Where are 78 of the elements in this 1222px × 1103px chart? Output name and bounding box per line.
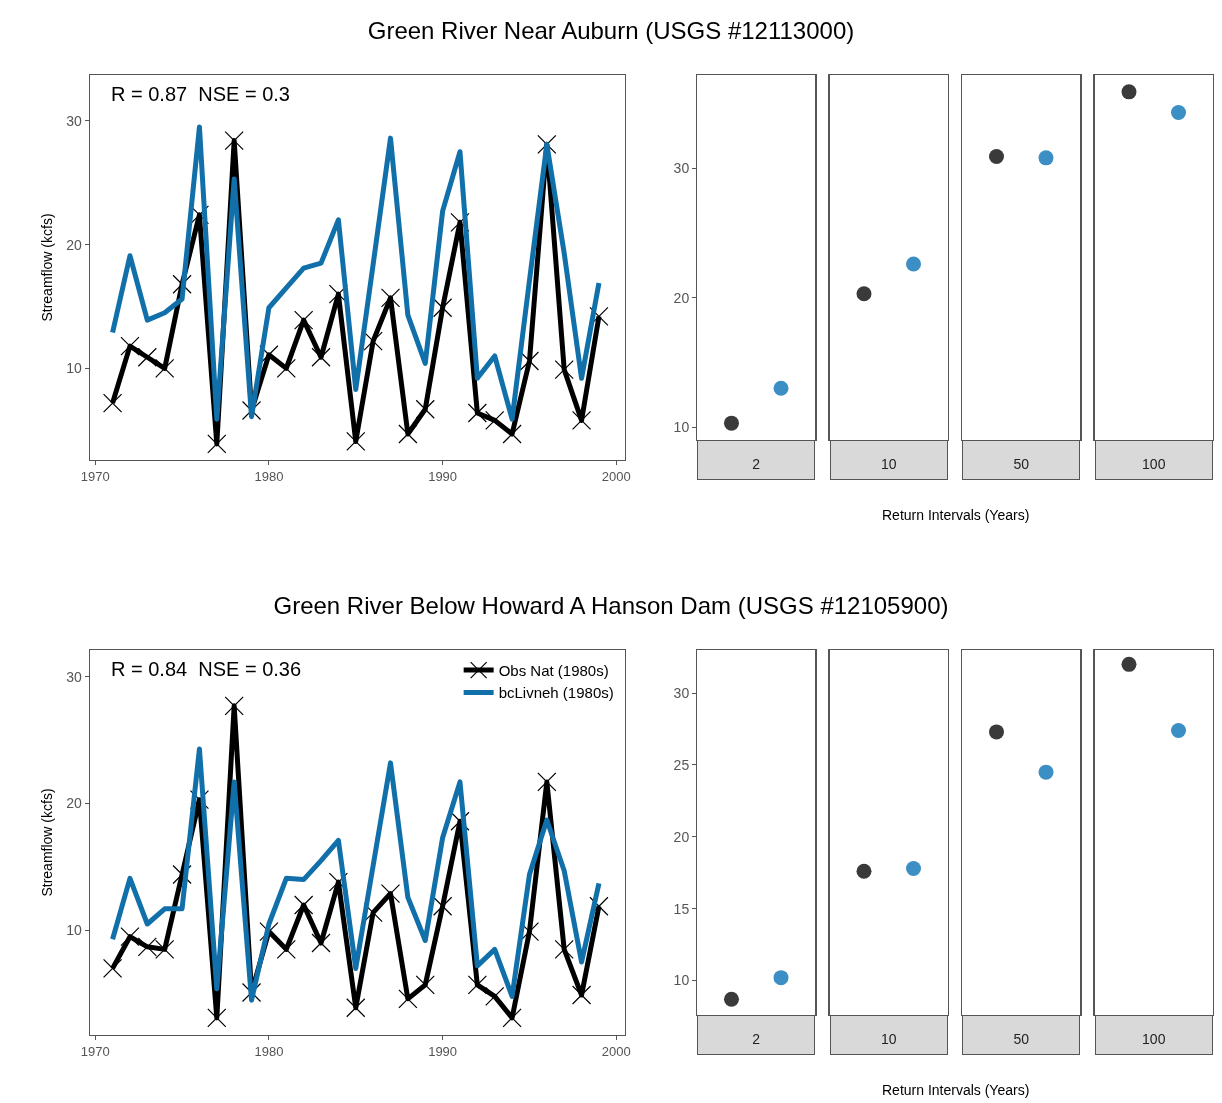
point [433, 298, 453, 318]
point [502, 1008, 522, 1028]
point [398, 424, 418, 444]
x-tick-label: 2000 [601, 468, 631, 484]
y-tick-label: 10 [66, 360, 83, 377]
annotation: R = 0.87 NSE = 0.3 [111, 83, 290, 105]
point [537, 134, 557, 154]
point [433, 896, 453, 916]
point [398, 989, 418, 1009]
y-tick-label: 20 [66, 236, 83, 253]
x-tick-label: 1980 [254, 1043, 284, 1059]
x-tick-label: 1990 [428, 468, 458, 484]
legend-label: Obs Nat (1980s) [498, 661, 609, 679]
point [346, 431, 366, 452]
x-tick-label: 10 [880, 456, 897, 473]
y-tick-label: 30 [673, 160, 690, 177]
point [537, 772, 557, 792]
y-tick-label: 20 [66, 795, 83, 812]
x-tick-label: 50 [1013, 1031, 1030, 1048]
point [120, 336, 140, 356]
point [554, 939, 574, 959]
y-tick-label: 30 [673, 685, 690, 702]
y-tick-label: 20 [673, 828, 690, 845]
point [554, 360, 574, 380]
point [155, 358, 175, 378]
y-tick-label: 25 [673, 756, 690, 773]
chart-title: Green River Near Auburn (USGS #12113000) [367, 17, 855, 45]
point [311, 347, 331, 367]
x-tick-label: 1970 [80, 1043, 110, 1059]
y-tick-label: 30 [66, 112, 83, 129]
point [276, 358, 296, 378]
point [294, 310, 314, 330]
x-tick-label: 1970 [80, 468, 110, 484]
y-tick-label: 10 [673, 418, 690, 435]
point [311, 933, 331, 953]
point [502, 424, 522, 444]
point [276, 939, 296, 959]
x-tick-label: 2 [752, 1031, 761, 1048]
x-tick-label: 100 [1142, 456, 1166, 473]
x-tick-label: 2000 [601, 1043, 631, 1059]
point [102, 958, 123, 978]
x-tick-label: 1990 [428, 1043, 458, 1059]
point [380, 883, 401, 904]
point [207, 434, 227, 454]
x-tick-label: 10 [880, 1031, 897, 1048]
point [571, 410, 592, 430]
point [467, 975, 487, 995]
y-tick-label: 30 [66, 668, 83, 685]
point [120, 927, 140, 947]
x-tick-label: 2 [752, 456, 761, 473]
point [415, 975, 435, 995]
x-tick-label: 50 [1013, 456, 1030, 473]
y-axis-title: Streamflow (kcfs) [39, 213, 56, 322]
point [571, 985, 592, 1005]
x-axis-title: Return Intervals (Years) [882, 1082, 1030, 1098]
point [102, 393, 123, 413]
y-axis-title: Streamflow (kcfs) [39, 788, 56, 897]
y-tick-label: 15 [673, 900, 690, 917]
y-tick-label: 10 [673, 972, 690, 989]
point [519, 351, 540, 371]
point [363, 331, 383, 351]
point [346, 998, 366, 1018]
point [137, 347, 157, 367]
x-axis-title: Return Intervals (Years) [882, 507, 1030, 523]
point [224, 131, 244, 151]
x-tick-label: 100 [1142, 1031, 1166, 1048]
point [415, 399, 435, 419]
point [294, 895, 314, 915]
point [224, 696, 244, 716]
y-tick-label: 10 [66, 922, 83, 939]
y-tick-label: 20 [673, 289, 690, 306]
point [467, 403, 487, 423]
annotation: R = 0.84 NSE = 0.36 [111, 658, 302, 680]
x-tick-label: 1980 [254, 468, 284, 484]
chart-title: Green River Below Howard A Hanson Dam (USGS #12105900) [273, 592, 949, 620]
point [380, 288, 401, 308]
point [207, 1008, 227, 1028]
legend-label: bcLivneh (1980s) [498, 684, 614, 702]
